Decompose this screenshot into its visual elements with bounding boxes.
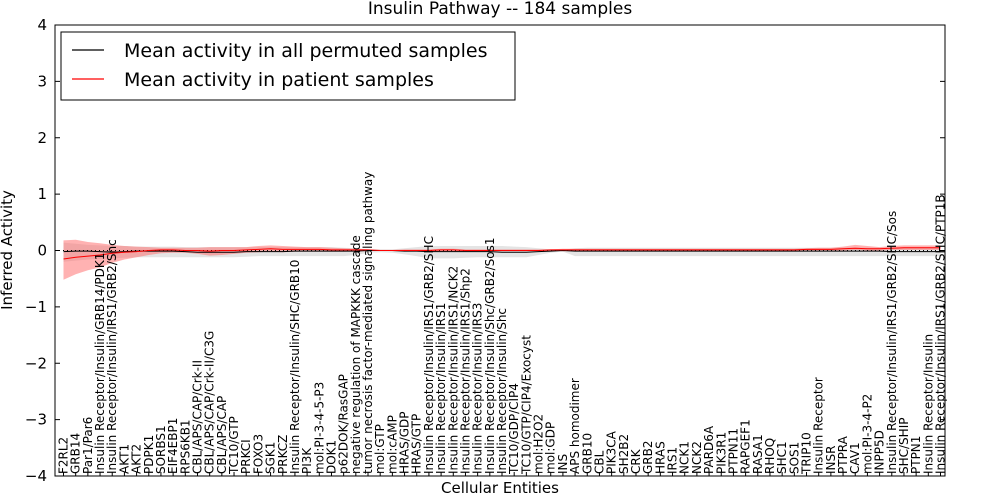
x-tick-label: Insulin Receptor/Insulin/IRS1/GRB2/SHC/S… (885, 211, 899, 474)
x-tick-label: Par1/Par6 (81, 417, 95, 474)
chart-title: Insulin Pathway -- 184 samples (368, 0, 633, 19)
x-tick-label: TRIP10 (800, 432, 814, 475)
x-tick-label: NCK2 (690, 441, 704, 474)
y-tick-label: 2 (37, 129, 47, 147)
series-line-patient (63, 247, 941, 260)
x-tick-label: PIK3CA (605, 430, 619, 474)
x-tick-label: TC10/GDP/CIP4 (507, 383, 521, 475)
x-tick-label: GRB2 (641, 440, 655, 474)
x-tick-label: AKT2 (130, 444, 144, 474)
x-tick-label: Insulin Receptor/Insulin/IRS1/GRB2/SHC/P… (934, 194, 948, 474)
y-axis-label: Inferred Activity (0, 190, 16, 310)
x-tick-label: INS (556, 454, 570, 474)
x-tick-label: CRK (629, 448, 643, 474)
x-tick-label: Insulin Receptor/Insulin/Shc (495, 308, 509, 474)
x-tick-label: Insulin Receptor/Insulin/IRS1 (434, 303, 448, 474)
x-tick-label: mol:GDP (544, 422, 558, 474)
y-tick-label: 3 (37, 72, 47, 90)
x-tick-label: tumor necrosis factor-mediated signaling… (361, 172, 375, 474)
legend-box (60, 31, 516, 101)
x-tick-label: NCK1 (678, 441, 692, 474)
x-tick-label: PTPN11 (726, 428, 740, 474)
x-tick-label: p62DOK/RasGAP (337, 374, 351, 474)
x-tick-label: Insulin Receptor/Insulin/IRS1/GRB2/Shc (105, 239, 119, 474)
x-tick-label: Insulin Receptor/Insulin/GRB14/PDK1 (93, 253, 107, 474)
x-tick-label: GRB10 (580, 433, 594, 474)
x-tick-label: RHOQ (763, 438, 777, 474)
x-tick-label: EIF4EBP1 (166, 418, 180, 474)
x-tick-label: RASA1 (751, 434, 765, 474)
x-axis-label: Cellular Entities (441, 479, 559, 497)
x-tick-label: Insulin Receptor/Insulin/Shc/GRB2/Sos1 (483, 238, 497, 474)
x-tick-label: PTPRA (836, 435, 850, 474)
y-tick-label: −2 (25, 354, 47, 372)
x-tick-label: IRS1 (666, 447, 680, 474)
x-tick-label: DOK1 (325, 440, 339, 474)
x-tick-label: mol:PI-3-4-5-P3 (312, 382, 326, 474)
x-tick-label: SGK1 (264, 442, 278, 474)
x-tick-label: AKT1 (117, 444, 131, 474)
y-tick-label: −4 (25, 467, 47, 485)
y-tick-label: −3 (25, 411, 47, 429)
x-tick-label: Insulin Receptor/Insulin/IRS1/NCK2 (446, 266, 460, 474)
x-tick-label: SH2B2 (617, 434, 631, 474)
x-tick-label: RAPGEF1 (739, 419, 753, 474)
x-tick-label: TC10/GTP (227, 416, 241, 475)
x-tick-label: GRB14 (69, 433, 83, 474)
x-tick-label: Insulin Receptor/Insulin/IRS3 (471, 303, 485, 474)
x-tick-label: CAV1 (848, 442, 862, 474)
legend: Mean activity in all permuted samples Me… (60, 31, 516, 101)
x-tick-label: Insulin Receptor (812, 377, 826, 474)
x-tick-label: Insulin Receptor/Insulin/IRS1/GRB2/SHC (422, 236, 436, 474)
series-line-permuted (63, 249, 941, 253)
x-tick-label: PTPN1 (909, 436, 923, 474)
x-tick-label: CBL/APS/CAP/Crk-II/C3G (203, 331, 217, 474)
x-tick-label: Insulin Receptor/Insulin/IRS1/Shp2 (459, 268, 473, 474)
x-tick-label: Insulin Receptor/Insulin/SHC/GRB10 (288, 260, 302, 474)
x-tick-label: SORBS1 (154, 425, 168, 474)
y-axis-layer: −4 −3 −2 −1 0 1 2 3 4 (25, 16, 945, 485)
x-tick-label: F2RL2 (57, 437, 71, 474)
x-tick-label: PDPK1 (142, 435, 156, 474)
x-tick-label: APS homodimer (568, 378, 582, 474)
x-tick-label: mol:H2O2 (532, 414, 546, 474)
x-tick-label: INPP5D (873, 430, 887, 474)
x-tick-label: CBL (592, 450, 606, 474)
x-tick-label: PI3K (300, 447, 314, 474)
x-tick-label: SHC1 (775, 441, 789, 474)
legend-label-permuted: Mean activity in all permuted samples (124, 40, 487, 62)
x-tick-label: HRAS (653, 441, 667, 474)
x-tick-label: CBL/APS/CAP/Crk-II (191, 360, 205, 474)
legend-label-patient: Mean activity in patient samples (124, 69, 434, 91)
y-tick-label: 4 (37, 16, 47, 34)
x-tick-label: RPS6KB1 (178, 419, 192, 474)
x-tick-label: PRKCZ (276, 435, 290, 474)
x-tick-label: mol:GTP (373, 424, 387, 474)
x-tick-label: PRKCI (239, 439, 253, 474)
y-tick-label: 1 (37, 185, 47, 203)
x-tick-label: SOS1 (787, 442, 801, 474)
plot-frame (54, 24, 946, 477)
x-tick-label: PARD6A (702, 425, 716, 474)
x-tick-label: HRAS/GDP (398, 411, 412, 474)
x-tick-label: CBL/APS/CAP (215, 396, 229, 474)
x-tick-label: mol:PI-3-4-P2 (860, 394, 874, 474)
x-tick-label: Insulin Receptor/Insulin (921, 334, 935, 474)
x-tick-label: HRAS/GTP (410, 414, 424, 474)
y-tick-label: 0 (37, 242, 47, 260)
x-tick-label: SHC/SHIP (897, 418, 911, 474)
x-tick-label: INSR (824, 446, 838, 474)
x-tick-label: TC10/GTP/CIP4/Exocyst (519, 335, 533, 475)
x-tick-label: FOXO3 (251, 434, 265, 474)
x-tick-label: PIK3R1 (714, 432, 728, 474)
x-tick-label: mol:cAMP (385, 415, 399, 474)
y-tick-label: −1 (25, 298, 47, 316)
series-lines-layer (63, 247, 941, 260)
x-tick-label: negative regulation of MAPKKK cascade (349, 235, 363, 474)
